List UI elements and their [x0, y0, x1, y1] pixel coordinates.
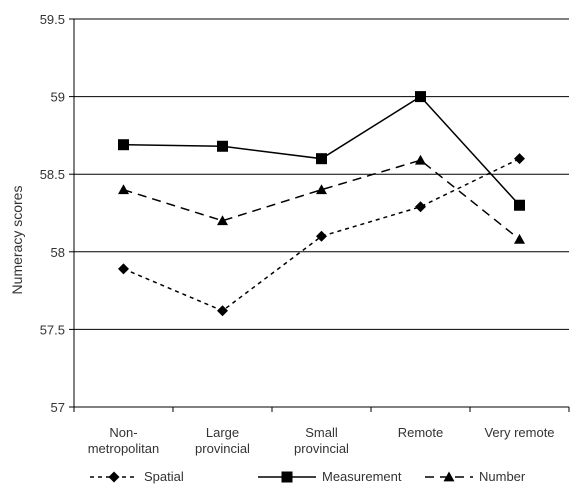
data-point-number [415, 154, 426, 165]
data-point-number [316, 184, 327, 195]
y-tick-label: 58.5 [40, 167, 65, 182]
gridlines [74, 18, 569, 330]
data-point-number [217, 215, 228, 226]
data-point-measurement [118, 139, 129, 151]
y-tick-label: 57 [51, 400, 65, 415]
data-point-measurement [415, 91, 426, 103]
data-point-spatial [316, 230, 327, 242]
y-tick-label: 59.5 [40, 12, 65, 27]
x-tick-label-line: Large [206, 425, 239, 440]
x-tick-label: Non-metropolitan [88, 425, 160, 456]
x-tick-label-line: Non- [109, 425, 137, 440]
legend-label-number: Number [479, 469, 526, 484]
legend: Spatial Measurement Number [90, 469, 526, 484]
data-point-spatial [118, 263, 129, 275]
legend-label-measurement: Measurement [322, 469, 402, 484]
x-tick-label-line: Small [305, 425, 338, 440]
data-point-spatial [415, 201, 426, 213]
x-tick-label-line: Remote [398, 425, 444, 440]
series-lines [118, 91, 525, 317]
legend-marker-spatial [108, 471, 120, 483]
data-point-measurement [217, 140, 228, 152]
data-point-measurement [514, 199, 525, 211]
x-tick-label: Remote [398, 425, 444, 440]
series-line-number [123, 159, 520, 240]
x-tick-label-line: Very remote [484, 425, 554, 440]
legend-marker-measurement [281, 471, 293, 483]
data-point-number [514, 233, 525, 244]
data-point-spatial [217, 305, 228, 317]
y-tick-label: 59 [51, 90, 65, 105]
series-line-spatial [123, 158, 520, 312]
y-tick-label: 57.5 [40, 322, 65, 337]
x-tick-label-line: provincial [294, 441, 349, 456]
x-tick-label-line: provincial [195, 441, 250, 456]
x-tick-label-line: metropolitan [88, 441, 160, 456]
data-point-number [118, 184, 129, 195]
legend-label-spatial: Spatial [144, 469, 184, 484]
y-tick-label: 58 [51, 245, 65, 260]
x-tick-label: Small provincial [294, 425, 349, 456]
data-point-measurement [316, 153, 327, 165]
x-tick-label: Large provincial [195, 425, 250, 456]
data-point-spatial [514, 153, 525, 165]
y-axis-label: Numeracy scores [9, 186, 25, 295]
x-tick-label: Very remote [484, 425, 554, 440]
legend-marker-number [443, 471, 455, 482]
